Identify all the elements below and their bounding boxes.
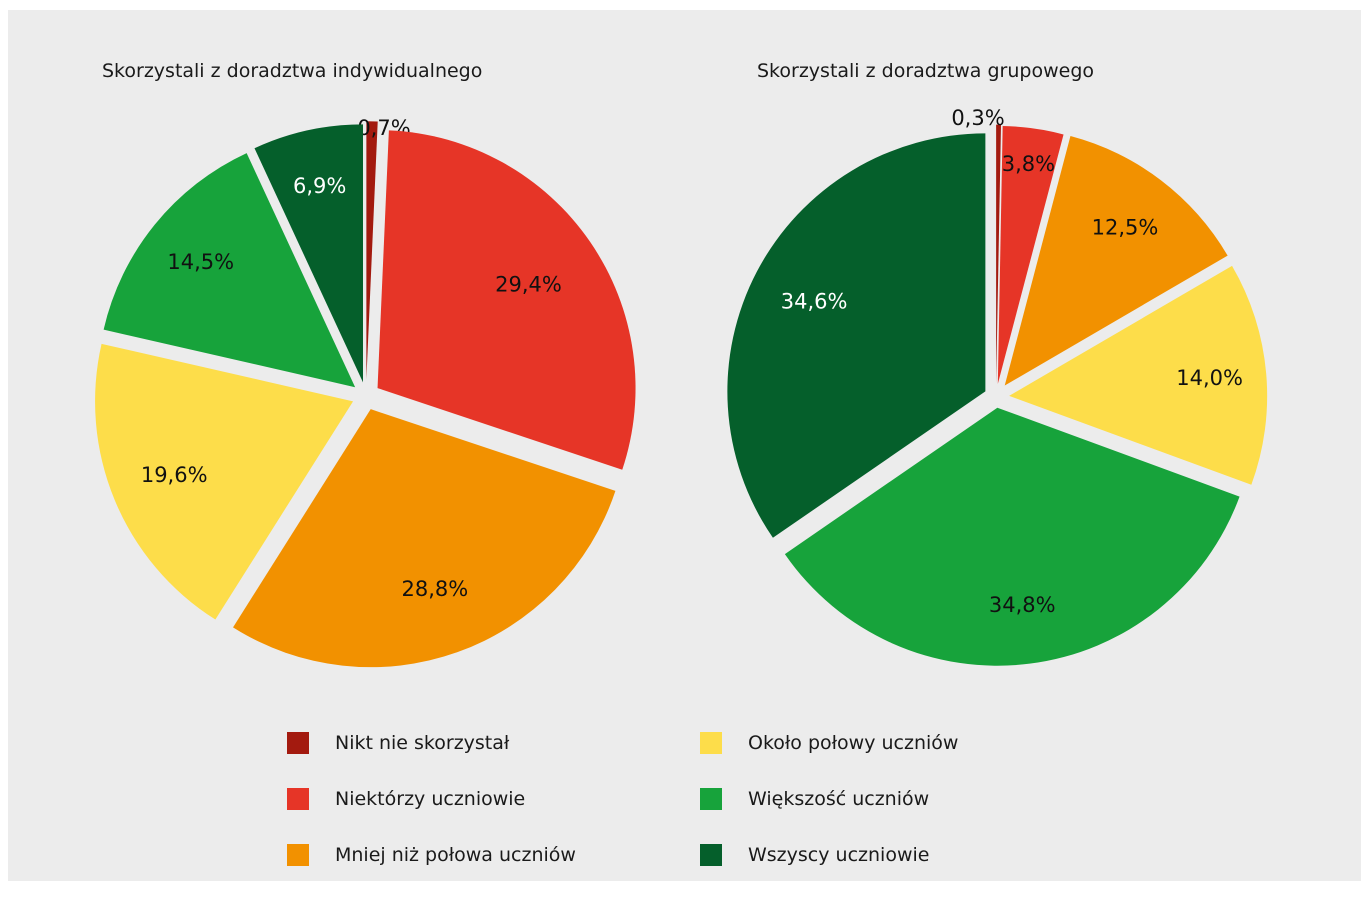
pie-0-slice-0 bbox=[366, 121, 378, 380]
legend-swatch bbox=[287, 788, 309, 810]
pie-0-slice-2 bbox=[233, 409, 616, 668]
legend-item: Wszyscy uczniowie bbox=[700, 843, 929, 867]
pie-0-slice-5 bbox=[254, 124, 363, 383]
pie-1-label-1: 3,8% bbox=[1002, 152, 1055, 176]
pie-0-label-5: 6,9% bbox=[293, 174, 346, 198]
pie-1-slice-4 bbox=[784, 407, 1240, 666]
legend-item: Niektórzy uczniowie bbox=[287, 787, 525, 811]
pie-1-label-5: 34,6% bbox=[781, 289, 848, 313]
chart-title-group: Skorzystali z doradztwa grupowego bbox=[757, 60, 1094, 82]
pie-1-slice-0 bbox=[996, 124, 1001, 383]
pie-0-slice-4 bbox=[103, 153, 356, 388]
pie-0-slice-1 bbox=[377, 130, 636, 470]
pie-1-slice-2 bbox=[1004, 136, 1228, 386]
pie-1-slice-5 bbox=[727, 133, 986, 538]
legend-label: Wszyscy uczniowie bbox=[748, 844, 930, 866]
legend-item: Większość uczniów bbox=[700, 787, 929, 811]
legend-swatch bbox=[700, 788, 722, 810]
legend-label: Mniej niż połowa uczniów bbox=[335, 844, 576, 866]
legend-label: Około połowy uczniów bbox=[748, 732, 959, 754]
legend-swatch bbox=[700, 844, 722, 866]
legend-label: Nikt nie skorzystał bbox=[335, 732, 510, 754]
pie-1-label-3: 14,0% bbox=[1176, 366, 1243, 390]
legend-label: Większość uczniów bbox=[748, 788, 930, 810]
pie-0-label-4: 14,5% bbox=[167, 250, 234, 274]
legend-swatch bbox=[287, 844, 309, 866]
pie-1-label-2: 12,5% bbox=[1092, 215, 1159, 239]
legend-label: Niektórzy uczniowie bbox=[335, 788, 526, 810]
pie-0-label-3: 19,6% bbox=[141, 463, 208, 487]
pie-0-slice-3 bbox=[95, 343, 354, 620]
legend-item: Nikt nie skorzystał bbox=[287, 731, 509, 755]
pie-0-label-1: 29,4% bbox=[495, 272, 562, 296]
pie-1-slice-1 bbox=[997, 125, 1064, 384]
pie-0-label-2: 28,8% bbox=[402, 577, 469, 601]
legend-swatch bbox=[287, 732, 309, 754]
legend-swatch bbox=[700, 732, 722, 754]
pie-1-label-4: 34,8% bbox=[989, 593, 1056, 617]
legend-item: Około połowy uczniów bbox=[700, 731, 958, 755]
legend-item: Mniej niż połowa uczniów bbox=[287, 843, 576, 867]
chart-title-individual: Skorzystali z doradztwa indywidualnego bbox=[102, 60, 483, 82]
pie-1-slice-3 bbox=[1009, 265, 1268, 485]
pie-1-label-0: 0,3% bbox=[951, 106, 1004, 130]
